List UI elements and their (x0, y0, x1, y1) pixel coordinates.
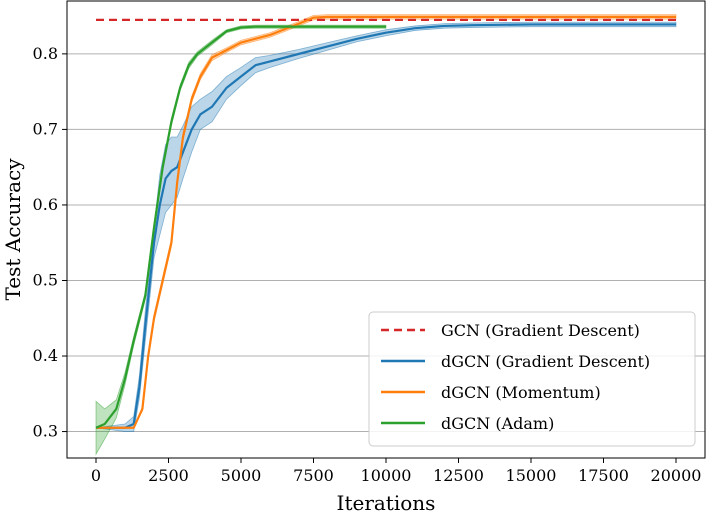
x-tick-label: 5000 (221, 466, 262, 485)
y-tick-label: 0.7 (33, 119, 58, 138)
x-tick-label: 7500 (293, 466, 334, 485)
line-layer (95, 15, 676, 429)
y-tick-label: 0.8 (33, 44, 58, 63)
y-tick-label: 0.6 (33, 195, 58, 214)
tick-layer: 0.3 0.4 0.5 0.6 0.7 0.8 0 2500 5000 7500 10000 1250… (33, 44, 702, 485)
legend-label: dGCN (Adam) (441, 414, 554, 433)
legend-label: dGCN (Gradient Descent) (441, 352, 650, 371)
y-tick-label: 0.3 (33, 422, 58, 441)
x-tick-label: 2500 (148, 466, 189, 485)
legend-label: GCN (Gradient Descent) (441, 321, 640, 340)
series-line-dgcn-adam (95, 25, 386, 429)
legend-label: dGCN (Momentum) (441, 383, 601, 402)
legend-box (368, 311, 696, 447)
x-axis-title: Iterations (337, 491, 436, 515)
x-tick-label: 12500 (433, 466, 484, 485)
x-tick-label: 15000 (506, 466, 557, 485)
legend: GCN (Gradient Descent) dGCN (Gradient Des… (368, 311, 696, 447)
x-tick-label: 0 (91, 466, 101, 485)
y-tick-label: 0.5 (33, 270, 58, 289)
y-axis-title: Test Accuracy (1, 158, 25, 301)
x-tick-label: 17500 (578, 466, 629, 485)
x-tick-label: 10000 (361, 466, 412, 485)
x-tick-label: 20000 (651, 466, 702, 485)
y-tick-label: 0.4 (33, 346, 58, 365)
series-line-dgcn-gradient-descent (96, 23, 676, 429)
series-line-dgcn-momentum (96, 15, 676, 429)
